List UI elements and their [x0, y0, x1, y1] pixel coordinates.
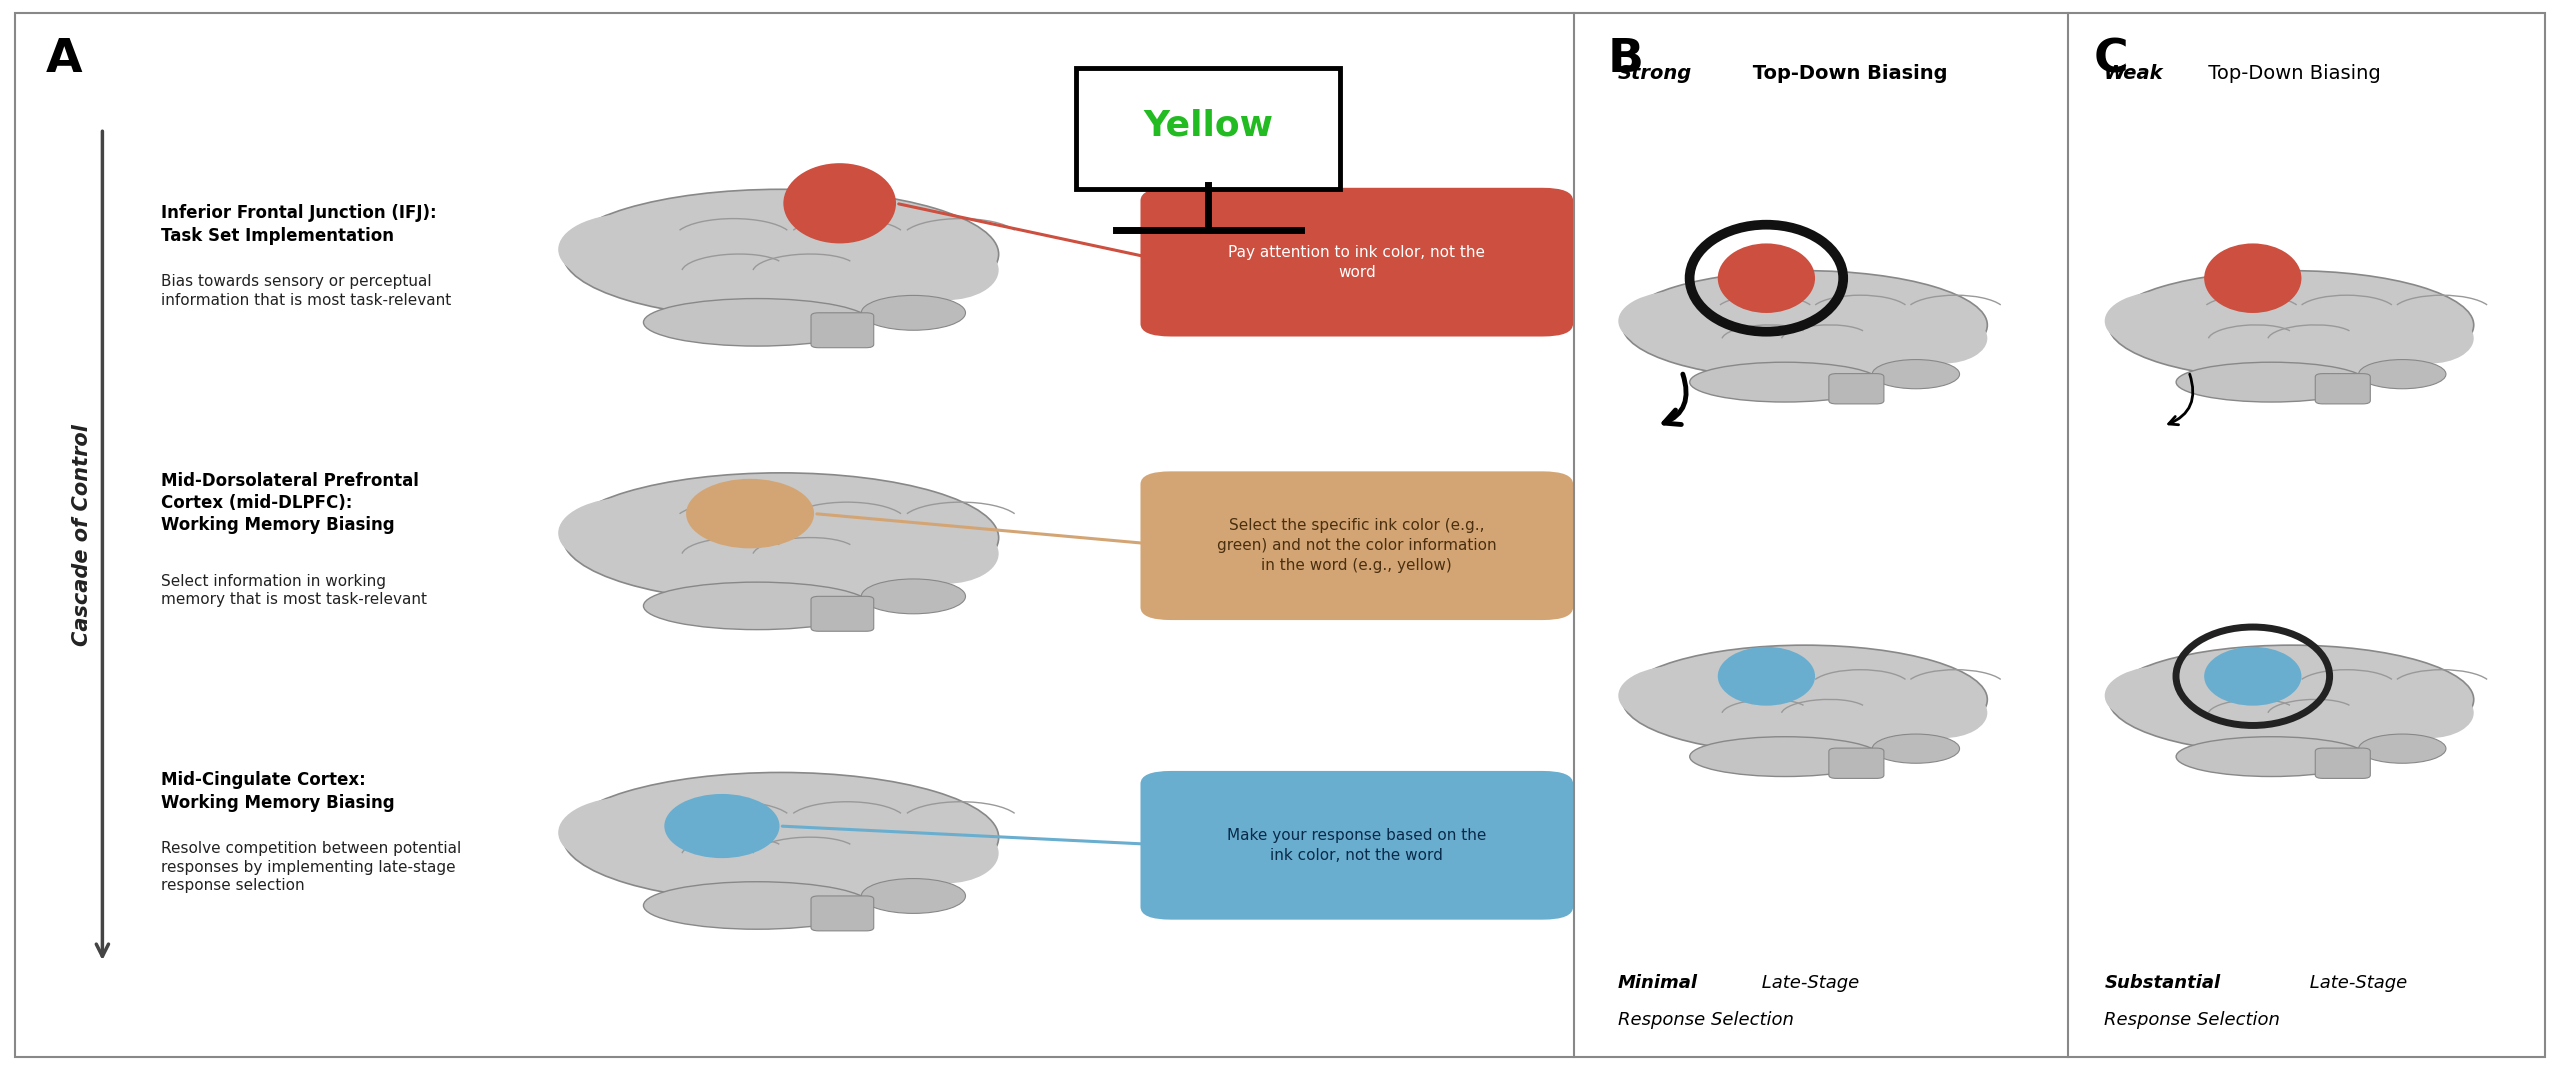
Ellipse shape — [1690, 737, 1879, 777]
Ellipse shape — [2176, 363, 2365, 402]
Ellipse shape — [2204, 244, 2301, 312]
Ellipse shape — [860, 295, 965, 331]
Ellipse shape — [563, 773, 998, 902]
FancyBboxPatch shape — [812, 596, 873, 631]
Text: Select the specific ink color (e.g.,
green) and not the color information
in the: Select the specific ink color (e.g., gre… — [1216, 518, 1498, 574]
Ellipse shape — [1618, 291, 1738, 351]
Ellipse shape — [1623, 271, 1987, 380]
Ellipse shape — [2386, 688, 2473, 738]
Ellipse shape — [2104, 666, 2225, 725]
Ellipse shape — [1718, 646, 1815, 706]
Ellipse shape — [666, 794, 778, 858]
Ellipse shape — [1618, 666, 1738, 725]
Ellipse shape — [1690, 363, 1879, 402]
Ellipse shape — [643, 582, 870, 629]
Text: Response Selection: Response Selection — [2104, 1011, 2281, 1029]
Text: Mid-Dorsolateral Prefrontal
Cortex (mid-DLPFC):
Working Memory Biasing: Mid-Dorsolateral Prefrontal Cortex (mid-… — [161, 472, 420, 534]
Ellipse shape — [558, 498, 701, 568]
Ellipse shape — [2176, 737, 2365, 777]
Text: Mid-Cingulate Cortex:
Working Memory Biasing: Mid-Cingulate Cortex: Working Memory Bia… — [161, 771, 394, 812]
Ellipse shape — [558, 214, 701, 285]
Text: Strong: Strong — [1618, 64, 1692, 83]
Text: Make your response based on the
ink color, not the word: Make your response based on the ink colo… — [1226, 828, 1487, 862]
Ellipse shape — [563, 473, 998, 602]
FancyBboxPatch shape — [1078, 68, 1341, 188]
Ellipse shape — [2104, 291, 2225, 351]
FancyBboxPatch shape — [1142, 471, 1572, 620]
FancyBboxPatch shape — [812, 312, 873, 348]
FancyBboxPatch shape — [2314, 748, 2371, 778]
Text: Yellow: Yellow — [1144, 108, 1272, 142]
Text: A: A — [46, 37, 82, 82]
Text: Minimal: Minimal — [1618, 974, 1697, 992]
Ellipse shape — [2358, 734, 2445, 763]
Ellipse shape — [893, 823, 998, 884]
Ellipse shape — [2109, 645, 2473, 754]
Ellipse shape — [563, 189, 998, 319]
Text: Top-Down Biasing: Top-Down Biasing — [2202, 64, 2381, 83]
Text: Pay attention to ink color, not the
word: Pay attention to ink color, not the word — [1229, 245, 1485, 279]
FancyBboxPatch shape — [812, 896, 873, 931]
Text: Cascade of Control: Cascade of Control — [72, 424, 92, 646]
Ellipse shape — [893, 240, 998, 301]
Ellipse shape — [643, 299, 870, 346]
Text: Select information in working
memory that is most task-relevant: Select information in working memory tha… — [161, 574, 428, 607]
Ellipse shape — [1871, 734, 1958, 763]
Text: Resolve competition between potential
responses by implementing late-stage
respo: Resolve competition between potential re… — [161, 841, 461, 893]
Ellipse shape — [2204, 646, 2301, 706]
Ellipse shape — [1871, 360, 1958, 388]
Ellipse shape — [2109, 271, 2473, 380]
Text: Substantial: Substantial — [2104, 974, 2220, 992]
Ellipse shape — [1900, 314, 1987, 364]
Text: Inferior Frontal Junction (IFJ):
Task Set Implementation: Inferior Frontal Junction (IFJ): Task Se… — [161, 204, 438, 245]
Text: Response Selection: Response Selection — [1618, 1011, 1795, 1029]
Text: Late-Stage: Late-Stage — [1756, 974, 1859, 992]
FancyBboxPatch shape — [1828, 748, 1884, 778]
Ellipse shape — [1718, 244, 1815, 312]
Text: C: C — [2094, 37, 2130, 82]
Ellipse shape — [558, 797, 701, 868]
FancyBboxPatch shape — [1828, 373, 1884, 403]
Ellipse shape — [1900, 688, 1987, 738]
FancyBboxPatch shape — [1142, 188, 1572, 336]
Ellipse shape — [2358, 360, 2445, 388]
FancyBboxPatch shape — [1142, 770, 1572, 920]
Text: Weak: Weak — [2104, 64, 2163, 83]
FancyBboxPatch shape — [2314, 373, 2371, 403]
Ellipse shape — [686, 479, 814, 548]
Ellipse shape — [860, 878, 965, 914]
Ellipse shape — [643, 882, 870, 929]
Ellipse shape — [860, 579, 965, 614]
Text: Top-Down Biasing: Top-Down Biasing — [1746, 64, 1948, 83]
Text: B: B — [1608, 37, 1644, 82]
Ellipse shape — [783, 163, 896, 243]
Ellipse shape — [2386, 314, 2473, 364]
Ellipse shape — [1623, 645, 1987, 754]
Ellipse shape — [893, 523, 998, 584]
Text: Late-Stage: Late-Stage — [2304, 974, 2406, 992]
Text: Bias towards sensory or perceptual
information that is most task-relevant: Bias towards sensory or perceptual infor… — [161, 274, 451, 307]
